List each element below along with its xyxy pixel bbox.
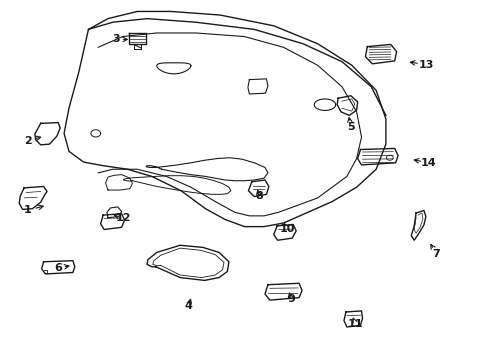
Text: 12: 12 [116, 213, 131, 222]
Text: 13: 13 [417, 59, 433, 69]
Text: 1: 1 [23, 206, 31, 216]
Text: 5: 5 [346, 122, 354, 132]
Text: 14: 14 [420, 158, 436, 168]
Text: 2: 2 [23, 136, 31, 145]
Text: 3: 3 [112, 35, 120, 44]
Text: 10: 10 [279, 225, 294, 234]
Text: 8: 8 [255, 191, 263, 201]
Text: 6: 6 [54, 263, 62, 273]
Text: 4: 4 [184, 301, 192, 311]
Text: 7: 7 [431, 248, 439, 258]
Text: 11: 11 [347, 319, 363, 329]
Text: 9: 9 [286, 294, 294, 304]
